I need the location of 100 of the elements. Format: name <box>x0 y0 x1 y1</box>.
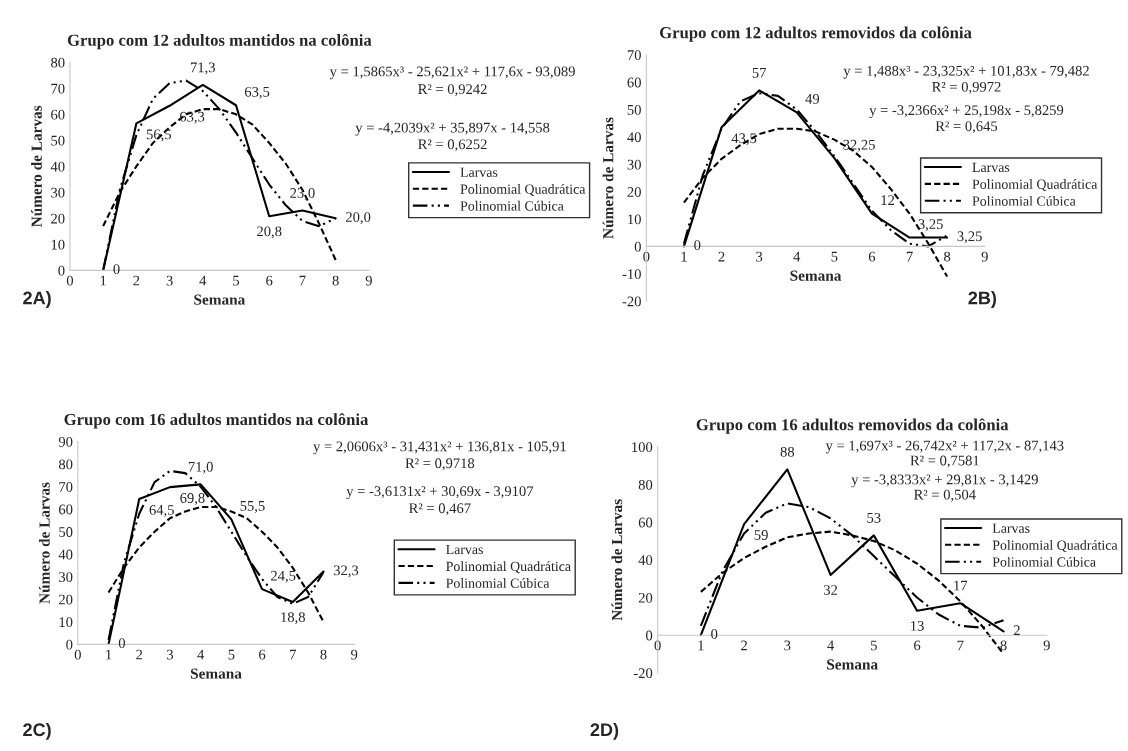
y-tick-label: 20 <box>51 213 65 224</box>
data-label: 17 <box>954 580 968 591</box>
annotation: R² = 0,504 <box>914 489 976 502</box>
y-tick-label: 50 <box>59 527 73 537</box>
data-label: 49 <box>805 93 820 104</box>
data-label: 20,0 <box>346 212 371 225</box>
legend-label: Polinomial Quadrática <box>446 561 571 574</box>
x-tick-label: 9 <box>981 251 988 262</box>
x-tick-label: 4 <box>197 649 205 660</box>
y-tick-label: 10 <box>628 214 641 225</box>
x-tick-label: 3 <box>784 640 791 651</box>
x-tick-label: 4 <box>793 251 801 262</box>
data-label: 0 <box>711 629 718 639</box>
data-label: 69,8 <box>180 493 205 506</box>
data-label: 43,5 <box>731 133 757 146</box>
data-label: 71,3 <box>190 62 215 75</box>
y-tick-label: 60 <box>51 109 65 120</box>
data-label: 32,25 <box>843 139 875 152</box>
x-tick-label: 8 <box>1000 640 1007 651</box>
annotation: R² = 0,9972 <box>932 81 1001 94</box>
data-label: 20,8 <box>257 226 282 239</box>
x-axis-title: Semana <box>790 270 842 281</box>
y-axis-title: Número de Larvas <box>602 117 614 239</box>
annotation: R² = 0,7581 <box>910 455 979 468</box>
x-tick-label: 4 <box>199 275 207 286</box>
y-tick-label: 70 <box>51 83 65 94</box>
x-tick-label: 0 <box>654 640 661 651</box>
y-tick-label: 30 <box>51 187 65 198</box>
y-tick-label: 50 <box>51 135 65 146</box>
x-tick-label: 3 <box>166 275 173 286</box>
data-label: 12 <box>881 195 895 205</box>
x-tick-label: 1 <box>106 649 112 660</box>
chart-title: Grupo com 16 adultos mantidos na colônia <box>64 413 369 429</box>
x-tick-label: 6 <box>259 649 266 660</box>
text: 2C) <box>23 722 51 740</box>
x-tick-label: 9 <box>365 275 372 286</box>
y-tick-label: 50 <box>627 104 641 115</box>
data-label: 13 <box>911 620 924 631</box>
text: R² = 0,467 <box>409 503 471 516</box>
x-tick-label: 4 <box>827 640 834 651</box>
y-tick-label: 70 <box>59 482 73 492</box>
legend-label: Polinomial Cúbica <box>972 195 1076 206</box>
x-tick-label: 7 <box>906 251 913 262</box>
legend-label: Larvas <box>972 162 1010 173</box>
annotation: y = -3,8333x² + 29,81x - 3,1429 <box>851 474 1038 488</box>
y-tick-label: 30 <box>59 572 73 582</box>
x-axis-title: Semana <box>194 294 246 305</box>
text: R² = 0,6252 <box>418 139 487 152</box>
legend-label: Polinomial Quadrática <box>972 179 1098 192</box>
text: 2D) <box>590 722 619 740</box>
y-tick-label: 20 <box>638 592 653 603</box>
x-tick-label: 5 <box>871 640 877 651</box>
y-tick-label: 10 <box>59 617 73 628</box>
data-label: 56,5 <box>146 129 172 142</box>
data-label: 18,8 <box>281 612 305 625</box>
x-tick-label: 2 <box>718 251 725 262</box>
x-tick-label: 2 <box>741 640 747 651</box>
x-axis-title: Semana <box>190 668 242 679</box>
data-label: 32 <box>823 585 838 595</box>
x-tick-label: 3 <box>167 649 174 660</box>
y-tick-label: 60 <box>59 504 73 515</box>
x-tick-label: 7 <box>957 640 964 651</box>
data-label: 63,3 <box>179 111 205 124</box>
x-tick-label: 6 <box>266 275 273 286</box>
data-label: 0 <box>113 264 120 275</box>
data-label: 55,5 <box>240 501 265 513</box>
legend-label: Larvas <box>460 167 498 177</box>
y-tick-label: 0 <box>58 265 65 276</box>
y-tick-label: 10 <box>51 239 65 250</box>
y-tick-label: 90 <box>58 436 73 447</box>
data-label: 3,25 <box>957 231 982 244</box>
data-label: 2 <box>1013 625 1020 635</box>
y-axis-title: Número de Larvas <box>611 499 623 621</box>
chart-title: Grupo com 12 adultos mantidos na colônia <box>67 33 372 50</box>
annotation: y = 1,488x³ - 23,325x² + 101,83x - 79,482 <box>843 65 1089 79</box>
chart-title: Grupo com 12 adultos removidos da colônia <box>660 26 972 42</box>
legend-label: Larvas <box>446 544 483 555</box>
y-tick-label: 60 <box>638 517 653 528</box>
y-tick-label: 40 <box>50 161 65 172</box>
legend-label: Polinomial Cúbica <box>446 578 550 588</box>
x-tick-label: 8 <box>332 275 339 286</box>
y-tick-label: 80 <box>51 57 65 68</box>
y-tick-label: 20 <box>59 594 73 605</box>
y-tick-label: 20 <box>627 187 641 197</box>
data-label: 71,0 <box>188 461 213 474</box>
y-tick-label: 40 <box>58 549 73 560</box>
y-tick-label: 80 <box>58 459 73 470</box>
y-tick-label: -20 <box>633 668 653 679</box>
y-axis-title: Número de Larvas <box>38 482 50 604</box>
x-tick-label: 2 <box>136 649 143 660</box>
y-tick-label: 40 <box>638 555 653 566</box>
y-tick-label: 0 <box>646 630 653 641</box>
annotation: 2B) <box>968 291 997 308</box>
annotation: y = 1,697x³ - 26,742x² + 117,2x - 87,143 <box>825 440 1064 454</box>
data-label: 63,5 <box>244 86 270 99</box>
annotation: y = -3,2366x² + 25,198x - 5,8259 <box>869 105 1064 119</box>
annotation: y = -4,2039x² + 35,897x - 14,558 <box>355 122 550 136</box>
legend-label: Polinomial Cúbica <box>460 200 564 211</box>
x-axis-title: Semana <box>827 659 878 670</box>
chart-title: Grupo com 16 adultos removidos da colônia <box>696 418 1009 434</box>
